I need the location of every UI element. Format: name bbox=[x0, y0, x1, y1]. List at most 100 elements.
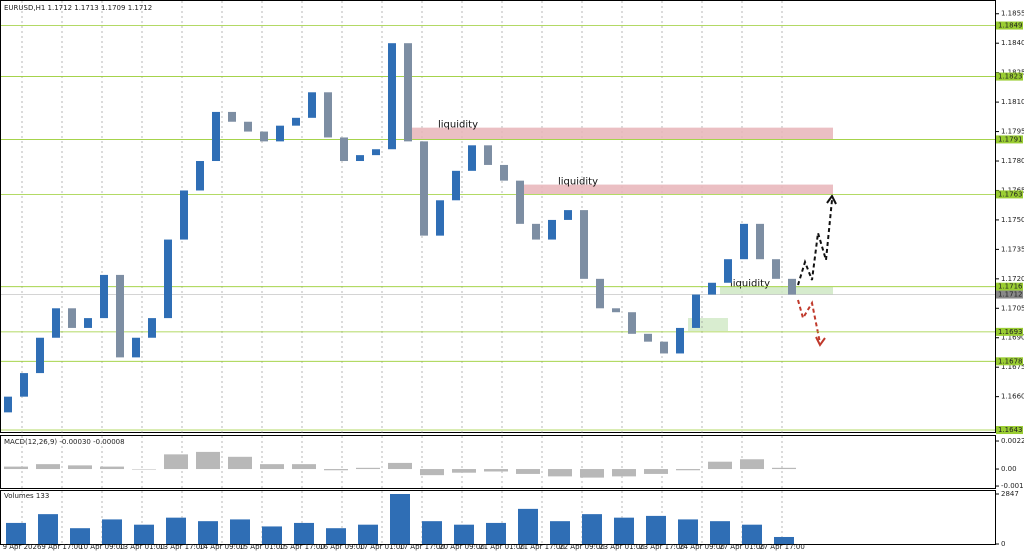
y-tick-label: 1.1795 bbox=[1001, 128, 1024, 136]
macd-bar bbox=[260, 464, 284, 470]
macd-bar bbox=[516, 469, 540, 474]
volume-bar bbox=[710, 521, 730, 544]
y-tick-label: 1.1690 bbox=[1001, 334, 1024, 342]
macd-bar bbox=[68, 465, 92, 470]
candle bbox=[196, 161, 204, 191]
level-label: 1.1693 bbox=[998, 328, 1023, 336]
candle bbox=[292, 117, 300, 126]
x-tick-label: 23 Apr 17:00 bbox=[639, 543, 685, 551]
x-tick-label: 10 Apr 09:00 bbox=[79, 543, 125, 551]
x-tick-label: 16 Apr 09:00 bbox=[319, 543, 365, 551]
candle bbox=[484, 145, 492, 165]
macd-bar bbox=[132, 469, 156, 470]
volume-bar bbox=[518, 508, 538, 544]
volume-bar bbox=[486, 522, 506, 544]
level-tag bbox=[996, 72, 1023, 81]
macd-tick-label: -0.00139 bbox=[1001, 482, 1024, 490]
candle bbox=[276, 125, 284, 142]
x-tick-label: 17 Apr 01:00 bbox=[359, 543, 405, 551]
volume-bar bbox=[38, 514, 58, 544]
candle bbox=[68, 308, 76, 328]
level-label: 1.1716 bbox=[998, 283, 1023, 291]
liquidity-zone bbox=[405, 127, 833, 140]
volume-bar bbox=[678, 519, 698, 544]
x-tick-label: 15 Apr 01:00 bbox=[239, 543, 285, 551]
volume-bar bbox=[230, 519, 250, 544]
candle bbox=[308, 92, 316, 118]
candle bbox=[132, 337, 140, 358]
macd-bar bbox=[100, 466, 124, 470]
x-tick-label: 22 Apr 09:00 bbox=[559, 543, 605, 551]
candle bbox=[148, 318, 156, 338]
y-tick-label: 1.1675 bbox=[1001, 363, 1024, 371]
level-tag bbox=[996, 426, 1023, 435]
candle bbox=[612, 308, 620, 313]
candle bbox=[724, 259, 732, 283]
candle bbox=[404, 43, 412, 142]
volume-bar bbox=[614, 517, 634, 544]
volume-tick-label: 2847 bbox=[1001, 490, 1019, 498]
macd-bar bbox=[644, 469, 668, 474]
volume-frame bbox=[0, 490, 996, 545]
macd-bar bbox=[740, 459, 764, 470]
macd-bar bbox=[164, 454, 188, 470]
zone-label: liquidity bbox=[730, 279, 770, 290]
candle bbox=[708, 282, 716, 295]
volume-bar bbox=[774, 536, 794, 544]
macd-bar bbox=[676, 469, 700, 471]
x-tick-label: 13 Apr 17:00 bbox=[159, 543, 205, 551]
volume-bar bbox=[358, 524, 378, 544]
candle bbox=[436, 200, 444, 236]
y-tick-label: 1.1810 bbox=[1001, 98, 1024, 106]
candle bbox=[356, 155, 364, 162]
liquidity-zone bbox=[520, 184, 833, 195]
y-tick-label: 1.1735 bbox=[1001, 245, 1024, 253]
x-tick-label: 20 Apr 09:00 bbox=[439, 543, 485, 551]
y-tick-label: 1.1750 bbox=[1001, 216, 1024, 224]
macd-tick-label: 0.00229 bbox=[1001, 437, 1024, 445]
y-tick-label: 1.1705 bbox=[1001, 304, 1024, 312]
macd-bar bbox=[420, 469, 444, 476]
volume-bar bbox=[582, 514, 602, 544]
x-tick-label: 15 Apr 17:00 bbox=[279, 543, 325, 551]
level-label: 1.1791 bbox=[998, 135, 1023, 143]
candle bbox=[548, 219, 556, 240]
candle bbox=[756, 223, 764, 260]
volume-bar bbox=[550, 521, 570, 544]
volume-bar bbox=[6, 522, 26, 544]
y-tick-label: 1.1720 bbox=[1001, 275, 1024, 283]
candle bbox=[52, 308, 60, 338]
candle bbox=[244, 121, 252, 132]
macd-bar bbox=[196, 451, 220, 470]
volume-bar bbox=[454, 524, 474, 544]
candle bbox=[692, 294, 700, 328]
candle bbox=[564, 210, 572, 220]
candle bbox=[164, 239, 172, 319]
macd-label: MACD(12,26,9) -0.00030 -0.00008 bbox=[4, 438, 125, 446]
level-tag bbox=[996, 357, 1023, 366]
x-tick-label: 21 Apr 01:00 bbox=[479, 543, 525, 551]
volume-label: Volumes 133 bbox=[4, 492, 49, 500]
level-tag bbox=[996, 190, 1023, 199]
candle bbox=[260, 131, 268, 142]
x-tick-label: 27 Apr 17:00 bbox=[759, 543, 805, 551]
candle bbox=[36, 337, 44, 374]
x-tick-label: 21 Apr 17:00 bbox=[519, 543, 565, 551]
x-tick-label: 23 Apr 01:00 bbox=[599, 543, 645, 551]
macd-bar bbox=[580, 469, 604, 478]
candle bbox=[500, 164, 508, 181]
liquidity-zone bbox=[720, 286, 833, 295]
macd-tick-label: 0.00 bbox=[1001, 465, 1017, 473]
macd-bar bbox=[484, 469, 508, 472]
macd-bar bbox=[356, 467, 380, 470]
candle bbox=[4, 396, 12, 413]
macd-bar bbox=[4, 466, 28, 470]
y-tick-label: 1.1855 bbox=[1001, 10, 1024, 18]
main-frame bbox=[0, 0, 996, 433]
candle bbox=[100, 274, 108, 319]
volume-bar bbox=[422, 521, 442, 544]
candle bbox=[340, 137, 348, 162]
candle bbox=[228, 111, 236, 122]
candle bbox=[628, 312, 636, 334]
zone-label: liquidity bbox=[438, 120, 478, 131]
